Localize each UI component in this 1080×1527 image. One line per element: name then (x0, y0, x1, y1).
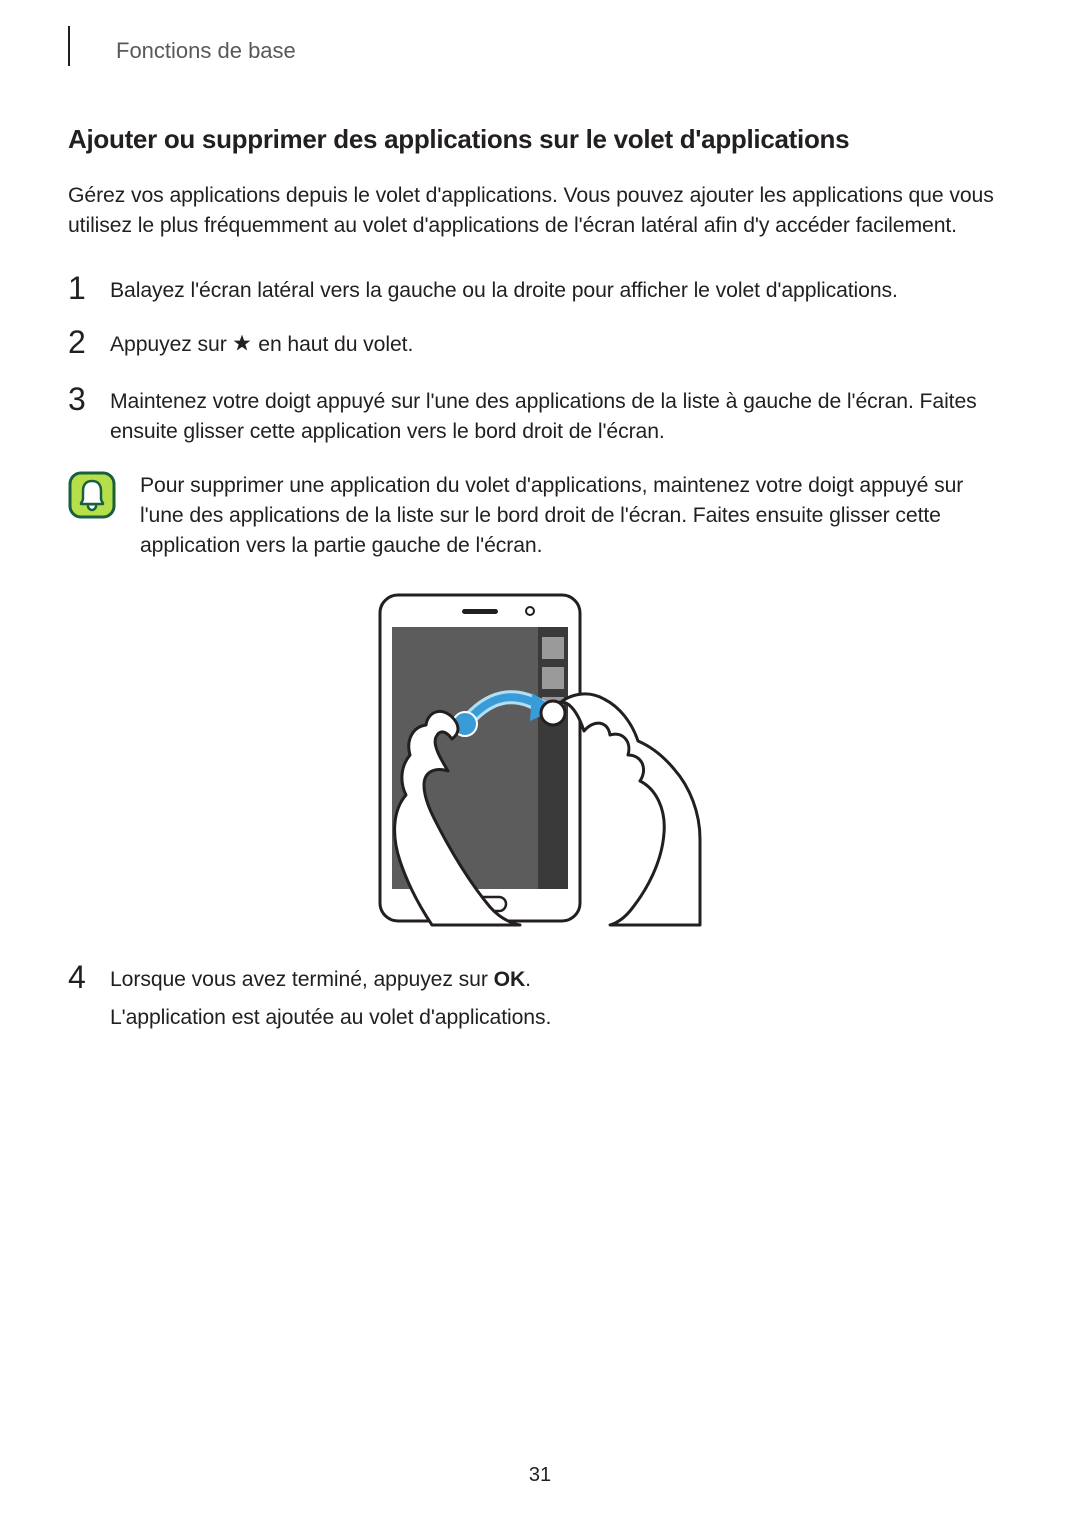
step-number: 2 (68, 326, 110, 358)
step-text-post: en haut du volet. (252, 333, 413, 356)
header-rule (68, 26, 70, 66)
step-number: 1 (68, 272, 110, 304)
section-title: Ajouter ou supprimer des applications su… (68, 124, 1012, 155)
step-text: Lorsque vous avez terminé, appuyez sur O… (110, 965, 551, 1033)
step-text: Appuyez sur en haut du volet. (110, 330, 413, 362)
star-icon (232, 332, 252, 362)
step-text-pre: Lorsque vous avez terminé, appuyez sur (110, 968, 494, 991)
step-3: 3 Maintenez votre doigt appuyé sur l'une… (68, 387, 1012, 447)
page-header: Fonctions de base (68, 38, 1012, 66)
note-block: Pour supprimer une application du volet … (68, 471, 1012, 561)
step-text-pre: Appuyez sur (110, 333, 232, 356)
step-2: 2 Appuyez sur en haut du volet. (68, 330, 1012, 362)
step-1: 1 Balayez l'écran latéral vers la gauche… (68, 276, 1012, 306)
step-number: 3 (68, 383, 110, 415)
step-text-line2: L'application est ajoutée au volet d'app… (110, 1006, 551, 1029)
step-text: Maintenez votre doigt appuyé sur l'une d… (110, 387, 1012, 447)
step-text: Balayez l'écran latéral vers la gauche o… (110, 276, 898, 306)
breadcrumb: Fonctions de base (116, 38, 296, 64)
step-number: 4 (68, 961, 110, 993)
phone-drag-illustration (68, 589, 1012, 929)
page-number: 31 (0, 1464, 1080, 1487)
step-text-post: . (525, 968, 531, 991)
intro-paragraph: Gérez vos applications depuis le volet d… (68, 181, 1012, 240)
step-text-bold: OK (494, 968, 526, 991)
note-text: Pour supprimer une application du volet … (140, 471, 1012, 561)
bell-icon (68, 471, 116, 519)
step-4: 4 Lorsque vous avez terminé, appuyez sur… (68, 965, 1012, 1033)
